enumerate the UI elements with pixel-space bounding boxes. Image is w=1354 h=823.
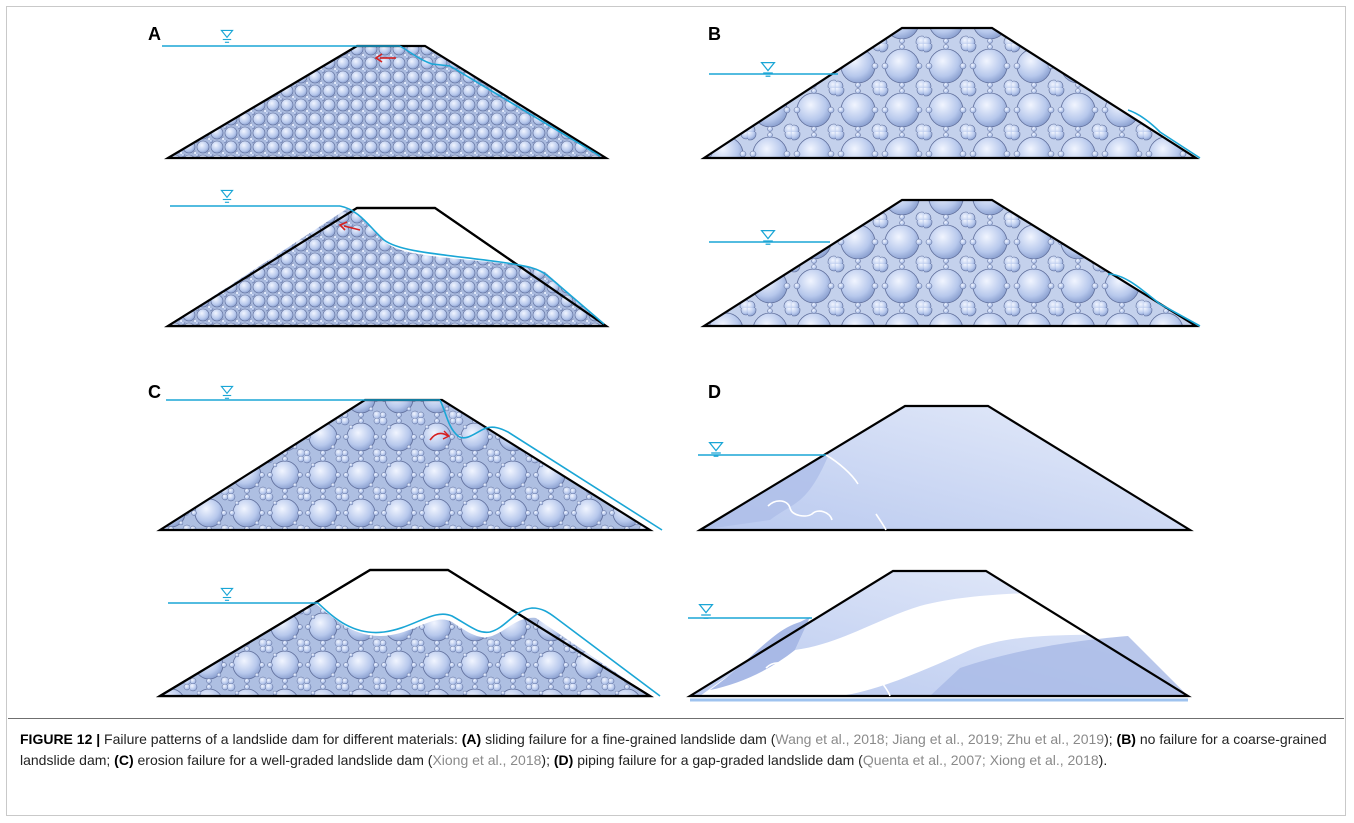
panel-d-bottom-dam: [686, 569, 1192, 702]
caption-text-b: no failure for a coarse-grained landslid…: [20, 731, 1327, 768]
panel-label-c: C: [148, 382, 161, 402]
citation-link[interactable]: Quenta et al., 2007; Xiong et al., 2018: [862, 752, 1099, 768]
movement-arrow-icon: [429, 430, 451, 441]
caption-text-d: piping failure for a gap-graded landslid…: [573, 752, 863, 768]
figure-label: FIGURE 12 |: [20, 731, 101, 747]
caption-text-c-close: );: [541, 752, 554, 768]
panel-label-b: B: [708, 24, 721, 44]
caption-intro: Failure patterns of a landslide dam for …: [100, 731, 462, 747]
figure-caption: FIGURE 12 | Failure patterns of a landsl…: [20, 729, 1340, 771]
water-level-symbol-icon: [220, 29, 234, 43]
panel-label-a: A: [148, 24, 161, 44]
citation-link[interactable]: Xiong et al., 2018: [432, 752, 542, 768]
citation-link[interactable]: Wang et al., 2018; Jiang et al., 2019; Z…: [775, 731, 1105, 747]
panel-b: B: [700, 24, 1201, 328]
panel-d-top-dam: [696, 404, 1194, 532]
figure-illustration: A B: [148, 24, 1201, 702]
water-level-symbol-icon: [698, 603, 714, 619]
panel-b-bottom-dam: [700, 198, 1201, 328]
caption-tag-b: (B): [1116, 731, 1136, 747]
caption-tag-a: (A): [461, 731, 482, 747]
panel-c-bottom-dam: [156, 568, 661, 698]
panel-label-d: D: [708, 382, 721, 402]
movement-arrow-icon: [374, 53, 396, 63]
panel-c: C: [148, 382, 663, 698]
water-level-symbol-icon: [220, 385, 234, 399]
panel-d: D: [686, 382, 1194, 702]
panel-c-top-dam: [156, 385, 663, 532]
caption-text-d-close: ).: [1098, 752, 1108, 768]
panel-a: A: [148, 24, 610, 328]
movement-arrow-icon: [338, 221, 361, 231]
panel-a-bottom-dam: [164, 189, 610, 328]
water-level-symbol-icon: [220, 587, 234, 601]
caption-tag-d: (D): [553, 752, 574, 768]
caption-text-a-close: );: [1104, 731, 1117, 747]
panel-a-top-dam: [162, 29, 610, 160]
water-level-symbol-icon: [708, 441, 724, 457]
panel-b-top-dam: [700, 26, 1201, 160]
caption-text-c: erosion failure for a well-graded landsl…: [133, 752, 433, 768]
caption-divider: [8, 718, 1344, 719]
caption-tag-c: (C): [114, 752, 134, 768]
water-level-symbol-icon: [220, 189, 234, 203]
caption-text-a: sliding failure for a fine-grained lands…: [481, 731, 776, 747]
